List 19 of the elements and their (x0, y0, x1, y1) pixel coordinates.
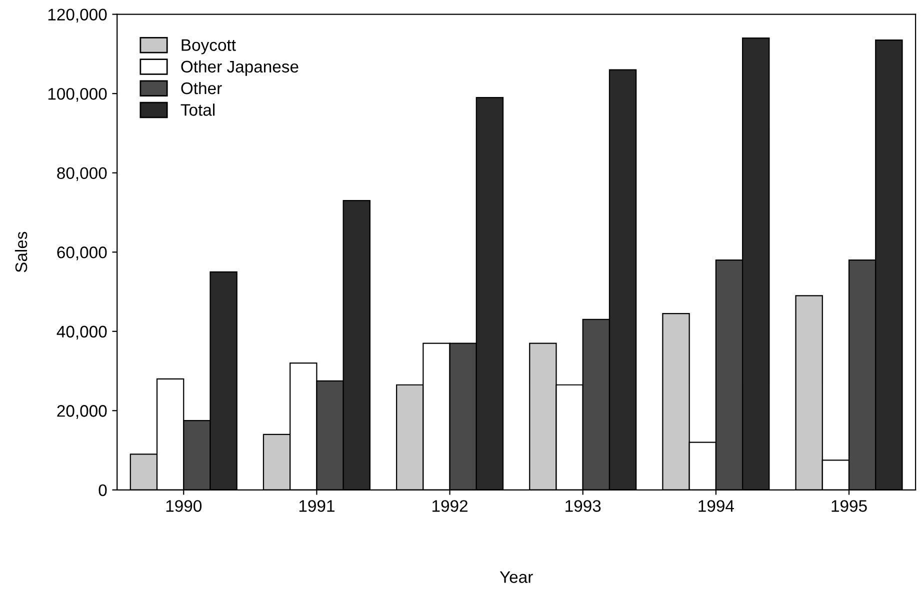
y-tick-label: 120,000 (48, 8, 107, 22)
y-axis-title: Sales (14, 232, 28, 272)
x-axis-title: Year (500, 571, 533, 583)
x-tick-label: 1995 (832, 500, 867, 512)
y-tick-label: 0 (98, 484, 107, 496)
legend-label: Other Japanese (181, 60, 298, 76)
legend-label: Total (180, 104, 215, 116)
y-tick-label: 20,000 (57, 405, 107, 419)
y-tick-label: 60,000 (57, 246, 107, 260)
x-tick-label: 1994 (698, 500, 734, 512)
y-tick-label: 80,000 (57, 167, 107, 182)
x-tick-label: 1993 (566, 500, 601, 512)
legend-label: Boycott (182, 39, 236, 54)
x-tick-label: 1991 (299, 500, 334, 512)
y-tick-label: 100,000 (48, 88, 107, 102)
x-tick-label: 1990 (166, 500, 202, 512)
y-tick-label: 40,000 (56, 326, 107, 340)
x-tick-label: 1992 (432, 500, 468, 512)
legend-label: Other (181, 82, 222, 94)
